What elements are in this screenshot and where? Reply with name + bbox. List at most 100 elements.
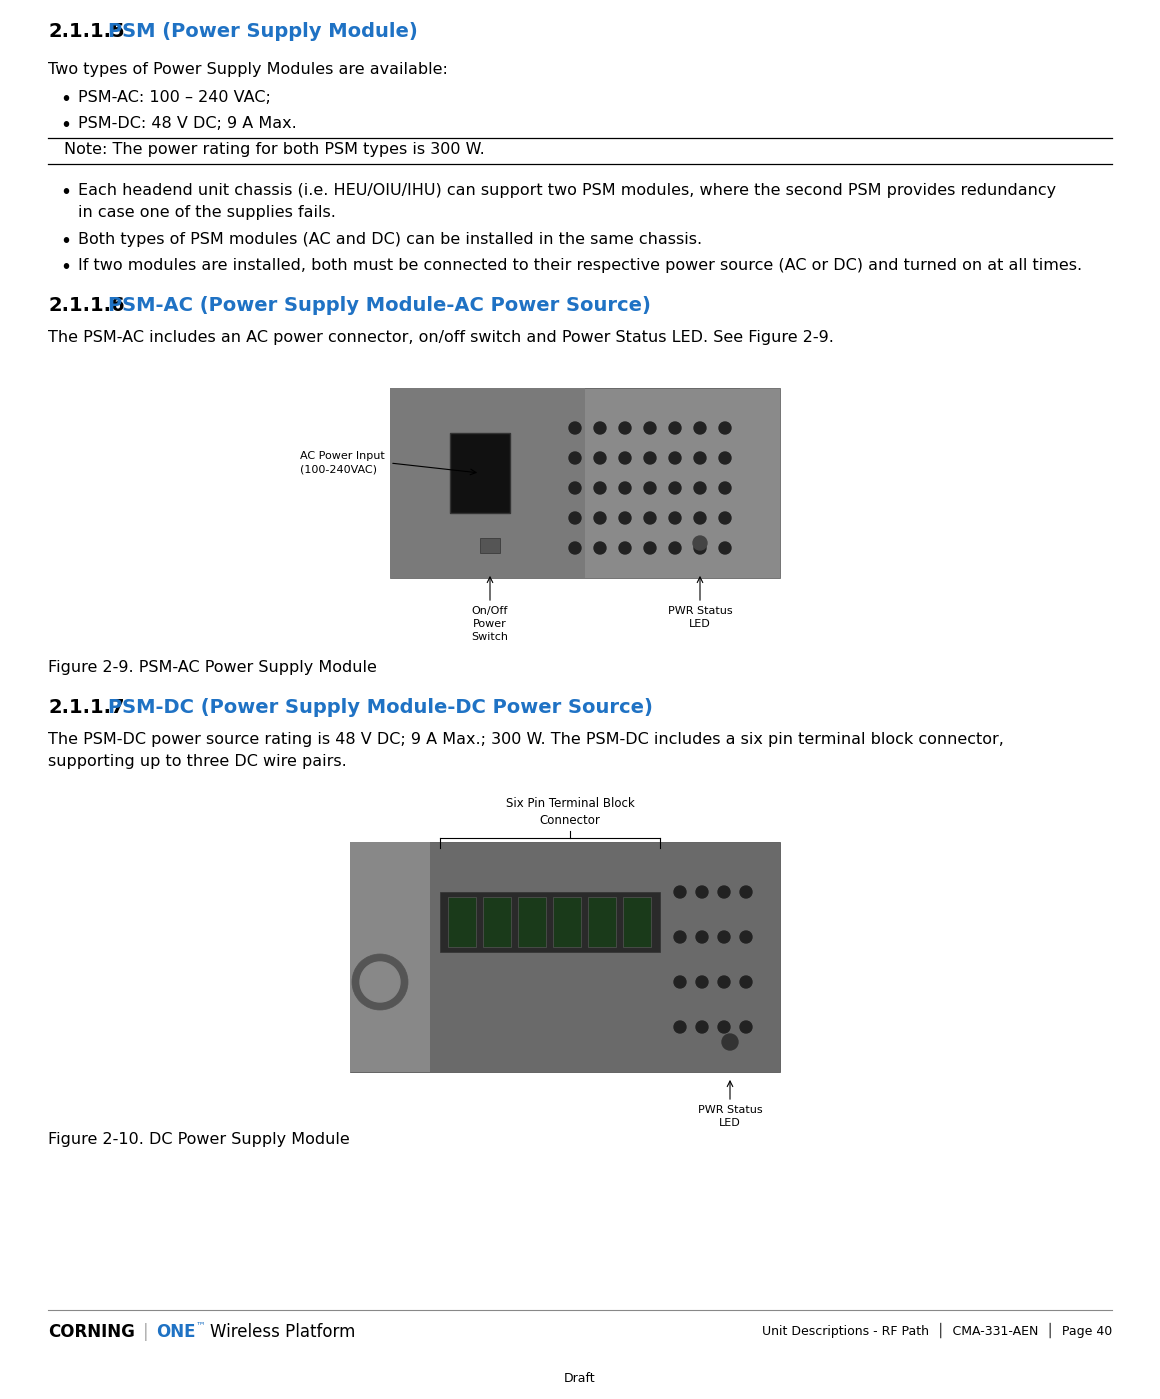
Text: Wireless Platform: Wireless Platform [210,1323,355,1342]
Circle shape [694,483,706,494]
Text: PWR Status
LED: PWR Status LED [668,606,732,630]
Bar [588,897,616,947]
Text: Six Pin Terminal Block
Connector: Six Pin Terminal Block Connector [506,797,635,827]
Circle shape [594,541,606,554]
Circle shape [570,483,581,494]
Text: On/Off
Power
Switch: On/Off Power Switch [471,606,508,642]
Text: Each headend unit chassis (i.e. HEU/OIU/IHU) can support two PSM modules, where : Each headend unit chassis (i.e. HEU/OIU/… [78,183,1056,199]
Text: PSM-AC (Power Supply Module-AC Power Source): PSM-AC (Power Supply Module-AC Power Sou… [108,297,651,315]
Text: Unit Descriptions - RF Path  │  CMA-331-AEN  │  Page 40: Unit Descriptions - RF Path │ CMA-331-AE… [762,1323,1112,1339]
Text: •: • [60,90,71,109]
Text: If two modules are installed, both must be connected to their respective power s: If two modules are installed, both must … [78,257,1082,273]
Circle shape [696,930,708,943]
Text: |: | [143,1323,148,1342]
Bar [390,388,780,578]
Bar [480,539,500,553]
Circle shape [669,541,681,554]
Text: in case one of the supplies fails.: in case one of the supplies fails. [78,206,336,220]
Text: PSM (Power Supply Module): PSM (Power Supply Module) [108,22,418,41]
Circle shape [619,422,631,434]
Circle shape [669,422,681,434]
Text: CORNING: CORNING [48,1323,135,1342]
FancyBboxPatch shape [430,388,740,418]
Text: Figure 2-10. DC Power Supply Module: Figure 2-10. DC Power Supply Module [48,1132,350,1147]
Circle shape [696,977,708,988]
Circle shape [619,512,631,525]
Circle shape [644,512,657,525]
Circle shape [693,536,706,550]
Text: 2.1.1.5: 2.1.1.5 [48,22,124,41]
Circle shape [644,541,657,554]
Text: The PSM-AC includes an AC power connector, on/off switch and Power Status LED. S: The PSM-AC includes an AC power connecto… [48,330,834,346]
Circle shape [619,541,631,554]
Circle shape [570,541,581,554]
Circle shape [674,1021,686,1032]
Circle shape [594,422,606,434]
Text: PSM-AC: 100 – 240 VAC;: PSM-AC: 100 – 240 VAC; [78,90,271,105]
Circle shape [570,422,581,434]
Circle shape [644,483,657,494]
Circle shape [722,1034,738,1051]
Circle shape [719,452,731,464]
Text: •: • [60,232,71,250]
Circle shape [696,1021,708,1032]
Text: 2.1.1.6: 2.1.1.6 [48,297,124,315]
Text: ™: ™ [196,1321,205,1330]
Text: 2.1.1.7: 2.1.1.7 [48,698,124,718]
Text: ONE: ONE [155,1323,196,1342]
Circle shape [718,930,730,943]
Text: The PSM-DC power source rating is 48 V DC; 9 A Max.; 300 W. The PSM-DC includes : The PSM-DC power source rating is 48 V D… [48,732,1003,747]
Circle shape [740,886,752,898]
Circle shape [669,512,681,525]
Bar [448,897,476,947]
Circle shape [594,483,606,494]
Text: PSM-DC (Power Supply Module-DC Power Source): PSM-DC (Power Supply Module-DC Power Sou… [108,698,653,718]
Text: PWR Status
LED: PWR Status LED [697,1105,762,1128]
Text: •: • [60,183,71,201]
Bar [440,893,660,951]
Circle shape [669,483,681,494]
Circle shape [718,1021,730,1032]
Text: •: • [60,257,71,277]
Bar [450,434,510,513]
Text: •: • [60,116,71,134]
Circle shape [719,483,731,494]
Circle shape [694,452,706,464]
Text: Draft: Draft [564,1372,596,1385]
Circle shape [360,963,400,1002]
Circle shape [674,977,686,988]
Circle shape [694,512,706,525]
Circle shape [351,954,408,1010]
Circle shape [644,452,657,464]
Circle shape [740,1021,752,1032]
Circle shape [696,886,708,898]
Bar [350,842,780,1072]
Circle shape [669,452,681,464]
Text: Figure 2-9. PSM-AC Power Supply Module: Figure 2-9. PSM-AC Power Supply Module [48,660,377,674]
Circle shape [674,886,686,898]
Text: supporting up to three DC wire pairs.: supporting up to three DC wire pairs. [48,754,347,769]
Circle shape [619,483,631,494]
Circle shape [594,512,606,525]
Circle shape [674,930,686,943]
Text: AC Power Input
(100-240VAC): AC Power Input (100-240VAC) [300,450,385,474]
Circle shape [594,452,606,464]
Circle shape [570,452,581,464]
Bar [553,897,581,947]
Circle shape [694,541,706,554]
Circle shape [719,512,731,525]
Circle shape [718,977,730,988]
Text: Two types of Power Supply Modules are available:: Two types of Power Supply Modules are av… [48,62,448,77]
Circle shape [740,977,752,988]
Bar [519,897,546,947]
Bar [623,897,651,947]
Circle shape [740,930,752,943]
Circle shape [694,422,706,434]
Bar [390,388,585,578]
Text: PSM-DC: 48 V DC; 9 A Max.: PSM-DC: 48 V DC; 9 A Max. [78,116,297,132]
Text: Note: The power rating for both PSM types is 300 W.: Note: The power rating for both PSM type… [64,143,485,157]
Circle shape [644,422,657,434]
Circle shape [718,886,730,898]
Bar [483,897,512,947]
Circle shape [719,541,731,554]
